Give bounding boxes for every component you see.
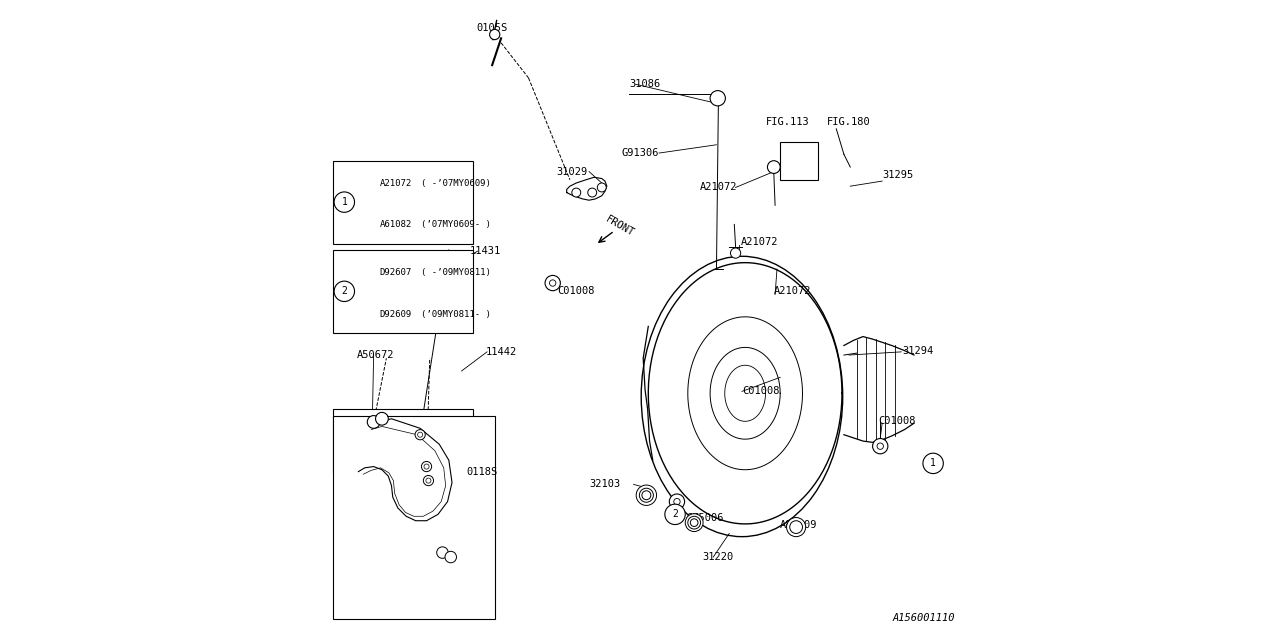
Circle shape (426, 478, 431, 483)
Text: G75006: G75006 (686, 513, 724, 522)
Text: 1: 1 (931, 458, 936, 468)
Bar (333, 250, 474, 333)
Text: 0118S: 0118S (467, 467, 498, 477)
Circle shape (664, 504, 685, 525)
Bar (781, 141, 818, 180)
Text: A21072: A21072 (741, 237, 778, 247)
Circle shape (685, 514, 703, 532)
Text: 31086: 31086 (630, 79, 660, 89)
Text: C01008: C01008 (742, 387, 780, 396)
Circle shape (790, 521, 803, 534)
Text: G91306: G91306 (622, 148, 659, 158)
Text: FIG.113: FIG.113 (765, 118, 809, 127)
Ellipse shape (641, 256, 842, 537)
Circle shape (598, 183, 607, 192)
Circle shape (768, 161, 781, 173)
Circle shape (375, 412, 388, 425)
Text: A61082: A61082 (379, 220, 412, 229)
Circle shape (690, 519, 698, 527)
Circle shape (436, 547, 448, 558)
Circle shape (731, 248, 741, 258)
Text: FRONT: FRONT (604, 214, 636, 239)
Text: 31294: 31294 (902, 346, 934, 356)
Text: 1: 1 (342, 197, 347, 207)
Text: A21072: A21072 (700, 182, 737, 193)
Text: C01008: C01008 (557, 286, 595, 296)
Circle shape (877, 443, 883, 449)
Text: A21072: A21072 (379, 179, 412, 188)
Circle shape (549, 280, 556, 286)
Text: ( -’09MY0811): ( -’09MY0811) (421, 268, 490, 277)
Bar (333, 415, 495, 620)
Circle shape (641, 491, 650, 500)
Text: 11442: 11442 (486, 347, 517, 357)
Text: 11431: 11431 (470, 246, 500, 256)
Text: FOR ALL: FOR ALL (402, 420, 439, 429)
Circle shape (334, 192, 355, 212)
Text: A156001110: A156001110 (893, 612, 955, 623)
Text: (’07MY0609- ): (’07MY0609- ) (421, 220, 490, 229)
Text: ( -’07MY0609): ( -’07MY0609) (421, 179, 490, 188)
Bar (333, 161, 474, 244)
Circle shape (424, 476, 434, 486)
Circle shape (545, 275, 561, 291)
Circle shape (490, 29, 499, 40)
Text: (’09MY0811- ): (’09MY0811- ) (421, 310, 490, 319)
Circle shape (415, 429, 425, 440)
Text: A21072: A21072 (774, 286, 812, 296)
Circle shape (572, 188, 581, 197)
Circle shape (334, 281, 355, 301)
Circle shape (673, 499, 680, 505)
Text: A81009: A81009 (781, 520, 818, 530)
Text: FOR 25I+25B: FOR 25I+25B (402, 452, 461, 461)
Text: 31029: 31029 (556, 166, 588, 177)
Circle shape (640, 488, 653, 502)
Text: (0604- ): (0604- ) (337, 452, 379, 461)
Circle shape (669, 494, 685, 509)
Circle shape (417, 432, 422, 437)
Text: A50672: A50672 (356, 350, 394, 360)
Circle shape (445, 551, 457, 563)
Text: 2: 2 (672, 509, 678, 519)
Text: D92609: D92609 (379, 310, 412, 319)
Text: 2: 2 (342, 286, 347, 296)
Circle shape (787, 518, 805, 537)
Text: ( -0604): ( -0604) (337, 420, 379, 429)
Circle shape (873, 438, 888, 454)
Text: 32103: 32103 (590, 479, 621, 490)
Bar (333, 409, 474, 473)
Circle shape (424, 464, 429, 469)
Text: 0105S: 0105S (476, 23, 508, 33)
Circle shape (588, 188, 596, 197)
Text: FIG.180: FIG.180 (827, 118, 870, 127)
Circle shape (710, 91, 726, 106)
Text: C01008: C01008 (878, 416, 915, 426)
Text: D92607: D92607 (379, 268, 412, 277)
Circle shape (367, 415, 380, 428)
Circle shape (421, 461, 431, 472)
Text: 31295: 31295 (882, 170, 914, 180)
Text: 31220: 31220 (703, 552, 733, 562)
Circle shape (687, 516, 700, 529)
Circle shape (636, 485, 657, 506)
Circle shape (923, 453, 943, 474)
